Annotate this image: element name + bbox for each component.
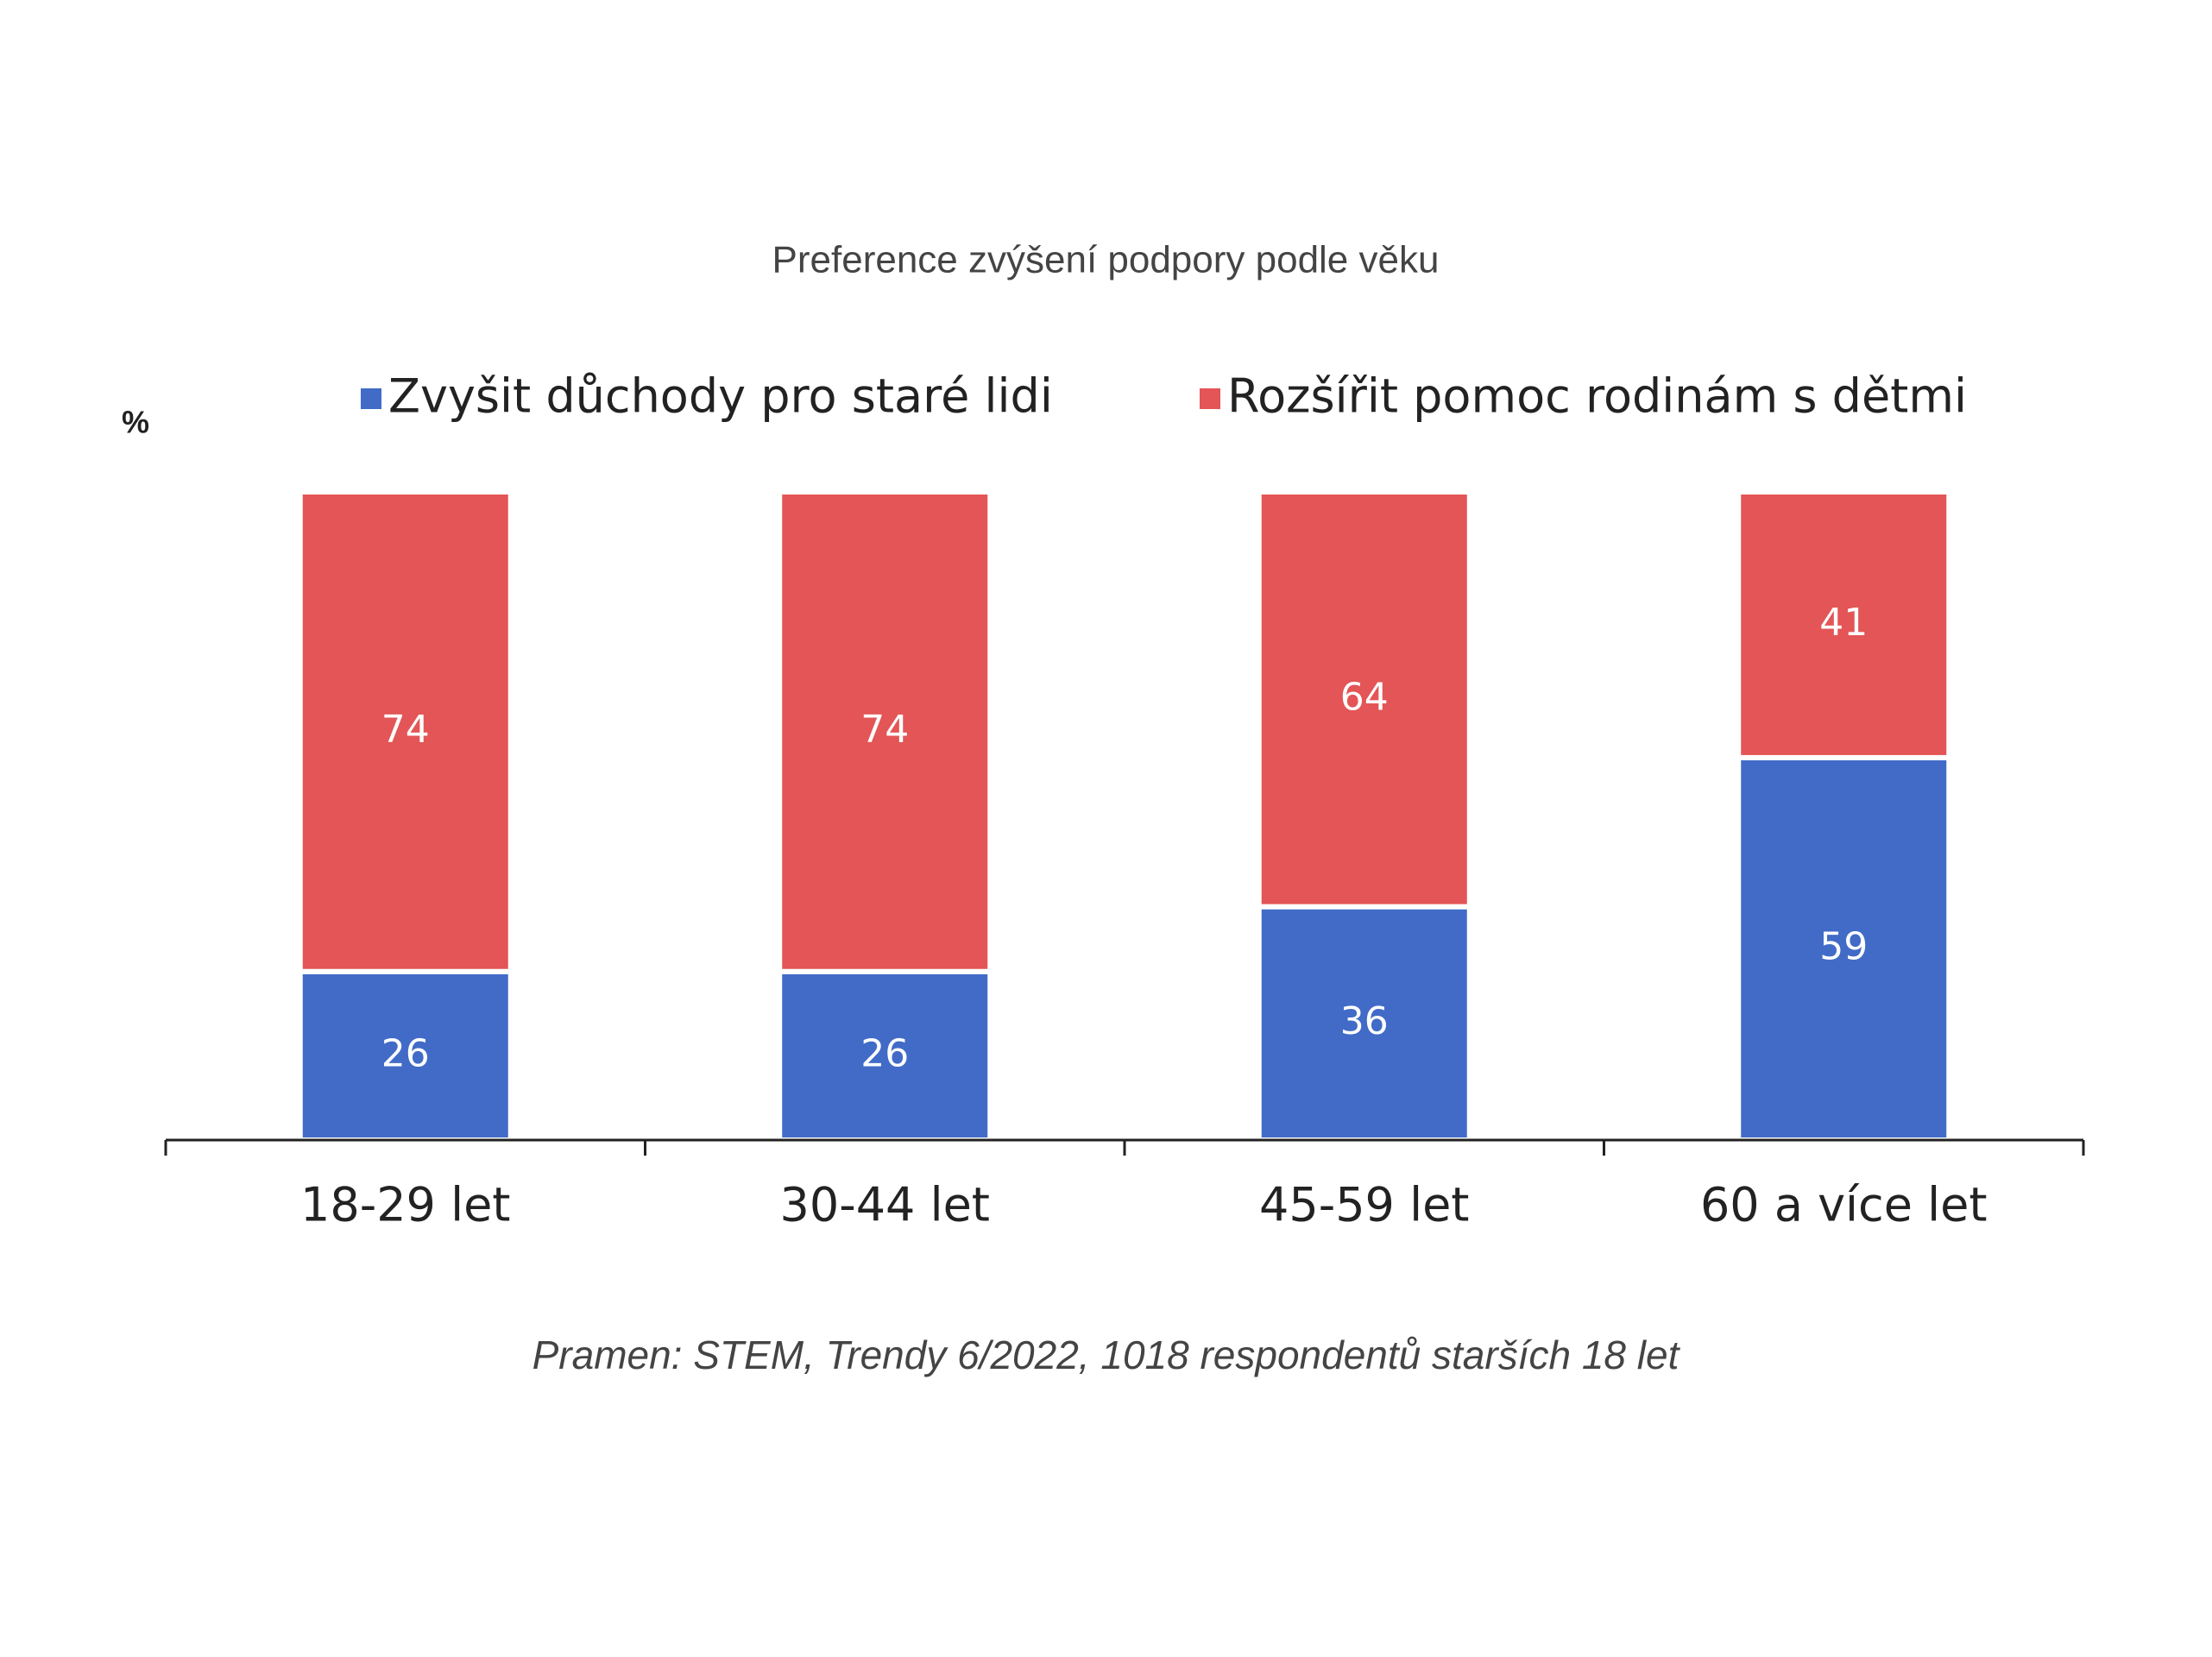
value-label: 36 — [1340, 999, 1389, 1043]
chart-title: Preference zvýšení podpory podle věku — [772, 239, 1440, 281]
y-axis-label: % — [122, 405, 149, 440]
legend-marker — [361, 388, 381, 409]
value-label: 59 — [1819, 924, 1868, 968]
x-tick-label: 30-44 let — [780, 1178, 990, 1232]
bar-segment — [777, 489, 993, 974]
value-label: 41 — [1819, 601, 1868, 645]
legend-marker — [1200, 388, 1220, 409]
legend-label: Zvyšit důchody pro staré lidi — [388, 369, 1053, 424]
x-tick-label: 60 a více let — [1700, 1178, 1988, 1232]
value-label: 64 — [1340, 675, 1389, 719]
bar-segment — [1256, 489, 1472, 910]
bar-segment — [297, 968, 514, 1143]
bar-segment — [1736, 489, 1952, 760]
value-label: 26 — [381, 1031, 430, 1075]
source-note: Pramen: STEM, Trendy 6/2022, 1018 respon… — [533, 1333, 1681, 1377]
value-label: 74 — [381, 708, 430, 752]
value-label: 26 — [860, 1031, 909, 1075]
x-tick-label: 18-29 let — [300, 1178, 510, 1232]
x-tick-label: 45-59 let — [1259, 1178, 1469, 1232]
legend-label: Rozšířit pomoc rodinám s dětmi — [1227, 369, 1967, 424]
value-label: 74 — [860, 708, 909, 752]
bar-segment — [297, 489, 514, 974]
